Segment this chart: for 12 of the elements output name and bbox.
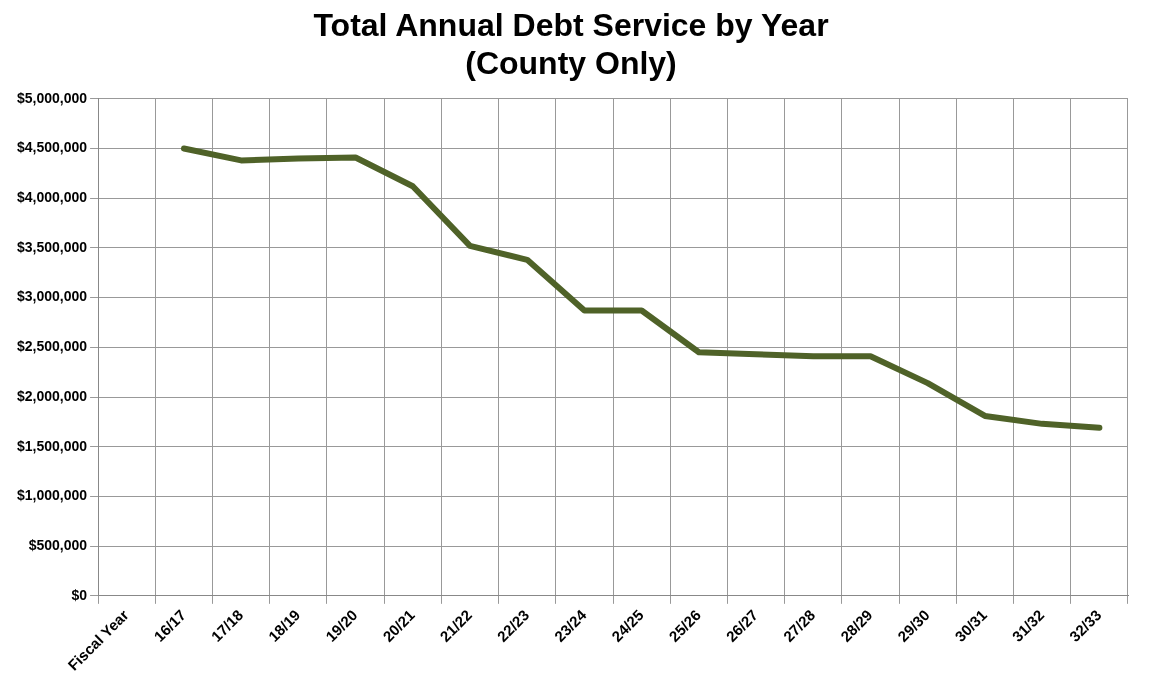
y-tick-label: $4,500,000: [16, 139, 88, 156]
y-tick-label: $2,500,000: [16, 338, 88, 355]
y-tick-label: $0: [71, 586, 88, 603]
y-tick-label: $3,500,000: [16, 238, 88, 255]
chart-title: Total Annual Debt Service by Year (County Only): [313, 7, 829, 82]
y-tick-label: $1,000,000: [16, 487, 88, 504]
y-tick-label: $5,000,000: [16, 89, 88, 106]
y-tick-label: $3,000,000: [16, 288, 88, 305]
y-tick-label: $1,500,000: [16, 437, 88, 454]
y-tick-label: $4,000,000: [16, 189, 88, 206]
y-tick-label: $500,000: [28, 537, 88, 553]
y-tick-label: $2,000,000: [16, 387, 88, 404]
